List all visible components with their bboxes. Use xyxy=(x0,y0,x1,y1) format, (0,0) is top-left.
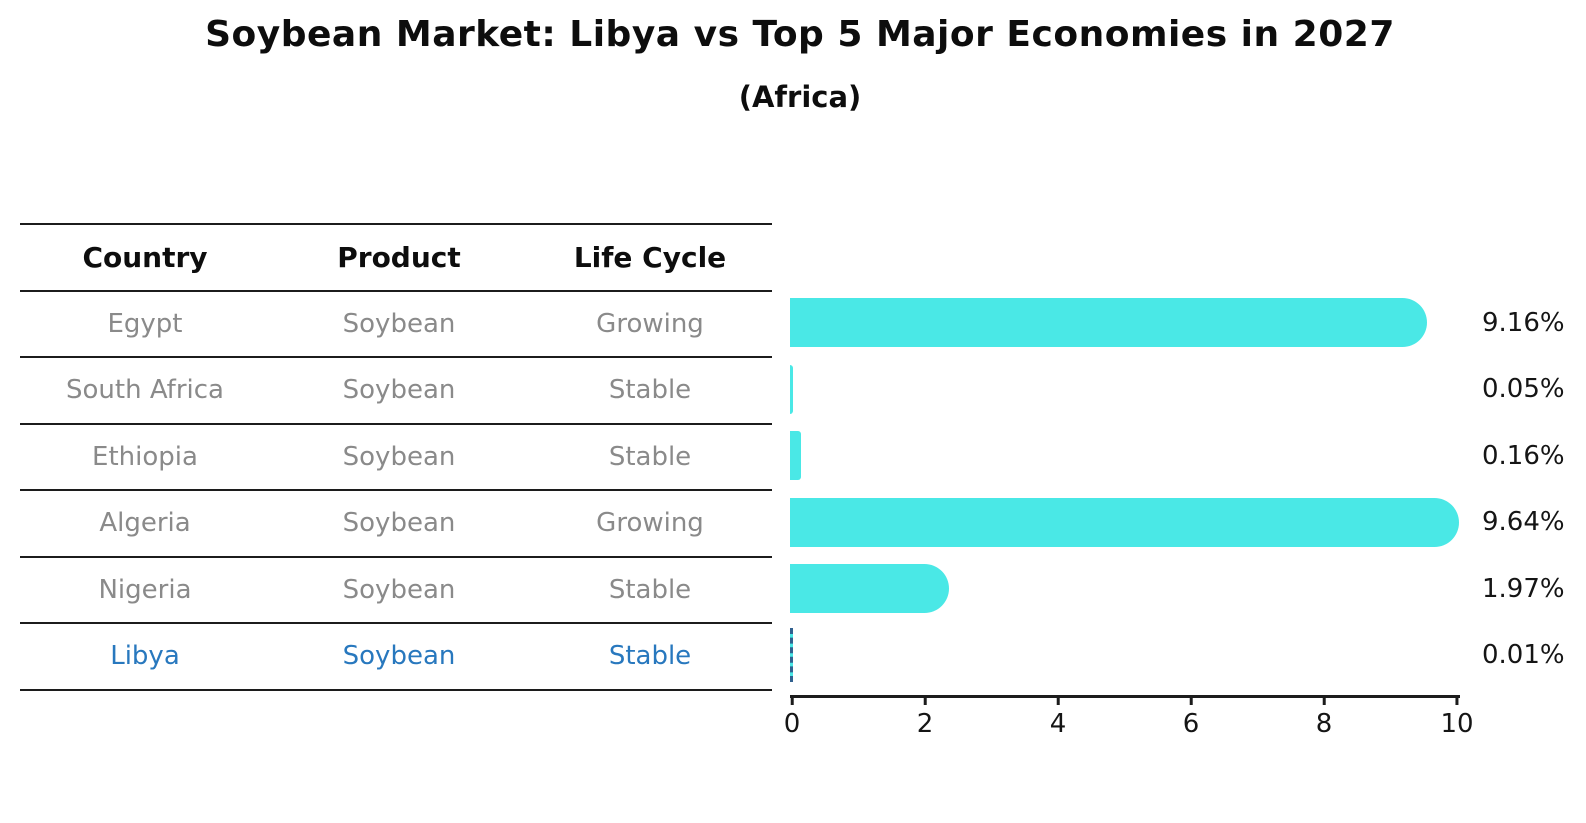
cell-life-cycle: Stable xyxy=(608,375,692,406)
header-cell-product: Product xyxy=(337,240,461,274)
value-label-ethiopia: 0.16% xyxy=(1482,440,1565,471)
chart-title: Soybean Market: Libya vs Top 5 Major Eco… xyxy=(205,14,1395,55)
tick-mark xyxy=(923,695,927,705)
x-axis: 0 2 4 6 8 10 xyxy=(784,695,1474,755)
x-axis-line xyxy=(790,695,1460,698)
cell-life-cycle: Stable xyxy=(608,441,692,472)
tick-mark xyxy=(1189,695,1193,705)
x-tick-6: 6 xyxy=(1182,695,1200,739)
chart-subtitle: (Africa) xyxy=(738,80,862,114)
x-tick-2: 2 xyxy=(916,695,934,739)
value-label-egypt: 9.16% xyxy=(1482,307,1565,338)
tick-mark xyxy=(790,695,794,705)
table-row-egypt: Egypt Soybean Growing xyxy=(20,289,772,357)
tick-mark xyxy=(1455,695,1459,705)
cell-life-cycle: Growing xyxy=(596,508,704,539)
cell-country: Algeria xyxy=(99,508,191,539)
cell-product: Soybean xyxy=(342,308,456,339)
bar-row-nigeria xyxy=(790,556,1470,623)
tick-label: 8 xyxy=(1315,709,1333,739)
bar-south-africa xyxy=(790,364,794,414)
cell-life-cycle: Growing xyxy=(596,308,704,339)
tick-label: 0 xyxy=(783,709,801,739)
value-label-libya: 0.01% xyxy=(1482,640,1565,670)
data-table: Country Product Life Cycle Egypt Soybean… xyxy=(20,223,772,691)
bar-row-ethiopia xyxy=(790,423,1470,490)
cell-product: Soybean xyxy=(342,441,456,472)
x-tick-10: 10 xyxy=(1440,695,1474,739)
bar-row-egypt xyxy=(790,290,1470,357)
tick-label: 2 xyxy=(916,709,934,739)
table-row-nigeria: Nigeria Soybean Stable xyxy=(20,555,772,623)
cell-product: Soybean xyxy=(342,641,456,672)
bar-egypt xyxy=(790,298,1428,348)
x-tick-0: 0 xyxy=(783,695,801,739)
bar-ethiopia xyxy=(790,431,801,481)
x-tick-8: 8 xyxy=(1315,695,1333,739)
bar-row-algeria xyxy=(790,489,1470,556)
table-row-algeria: Algeria Soybean Growing xyxy=(20,489,772,556)
value-label-south-africa: 0.05% xyxy=(1482,374,1565,404)
table-row-south-africa: South Africa Soybean Stable xyxy=(20,356,772,423)
cell-country: Egypt xyxy=(107,308,183,339)
cell-product: Soybean xyxy=(342,508,456,539)
header-cell-country: Country xyxy=(82,240,208,274)
cell-product: Soybean xyxy=(342,574,456,605)
bar-nigeria xyxy=(790,564,949,614)
header-cell-life-cycle: Life Cycle xyxy=(573,240,727,274)
cell-life-cycle: Stable xyxy=(608,641,692,672)
bar-plot xyxy=(790,290,1470,689)
cell-country: South Africa xyxy=(66,375,224,406)
value-label-column: 9.16% 0.05% 0.16% 9.64% 1.97% 0.01% xyxy=(1482,290,1582,689)
bar-algeria xyxy=(790,497,1460,547)
cell-product: Soybean xyxy=(342,375,456,406)
tick-mark xyxy=(1056,695,1060,705)
x-tick-4: 4 xyxy=(1049,695,1067,739)
value-label-nigeria: 1.97% xyxy=(1482,573,1565,604)
libya-dashed-line xyxy=(790,628,793,682)
cell-country: Nigeria xyxy=(98,574,192,605)
cell-country: Ethiopia xyxy=(92,441,198,472)
tick-label: 6 xyxy=(1182,709,1200,739)
bar-row-libya xyxy=(790,622,1470,689)
table-header-row: Country Product Life Cycle xyxy=(20,223,772,290)
table-row-ethiopia: Ethiopia Soybean Stable xyxy=(20,422,772,490)
value-label-algeria: 9.64% xyxy=(1482,507,1565,537)
table-row-libya: Libya Soybean Stable xyxy=(20,622,772,689)
bar-row-south-africa xyxy=(790,356,1470,423)
tick-label: 10 xyxy=(1440,709,1474,739)
cell-life-cycle: Stable xyxy=(608,574,692,605)
tick-label: 4 xyxy=(1049,709,1067,739)
tick-mark xyxy=(1322,695,1326,705)
cell-country: Libya xyxy=(110,641,180,672)
